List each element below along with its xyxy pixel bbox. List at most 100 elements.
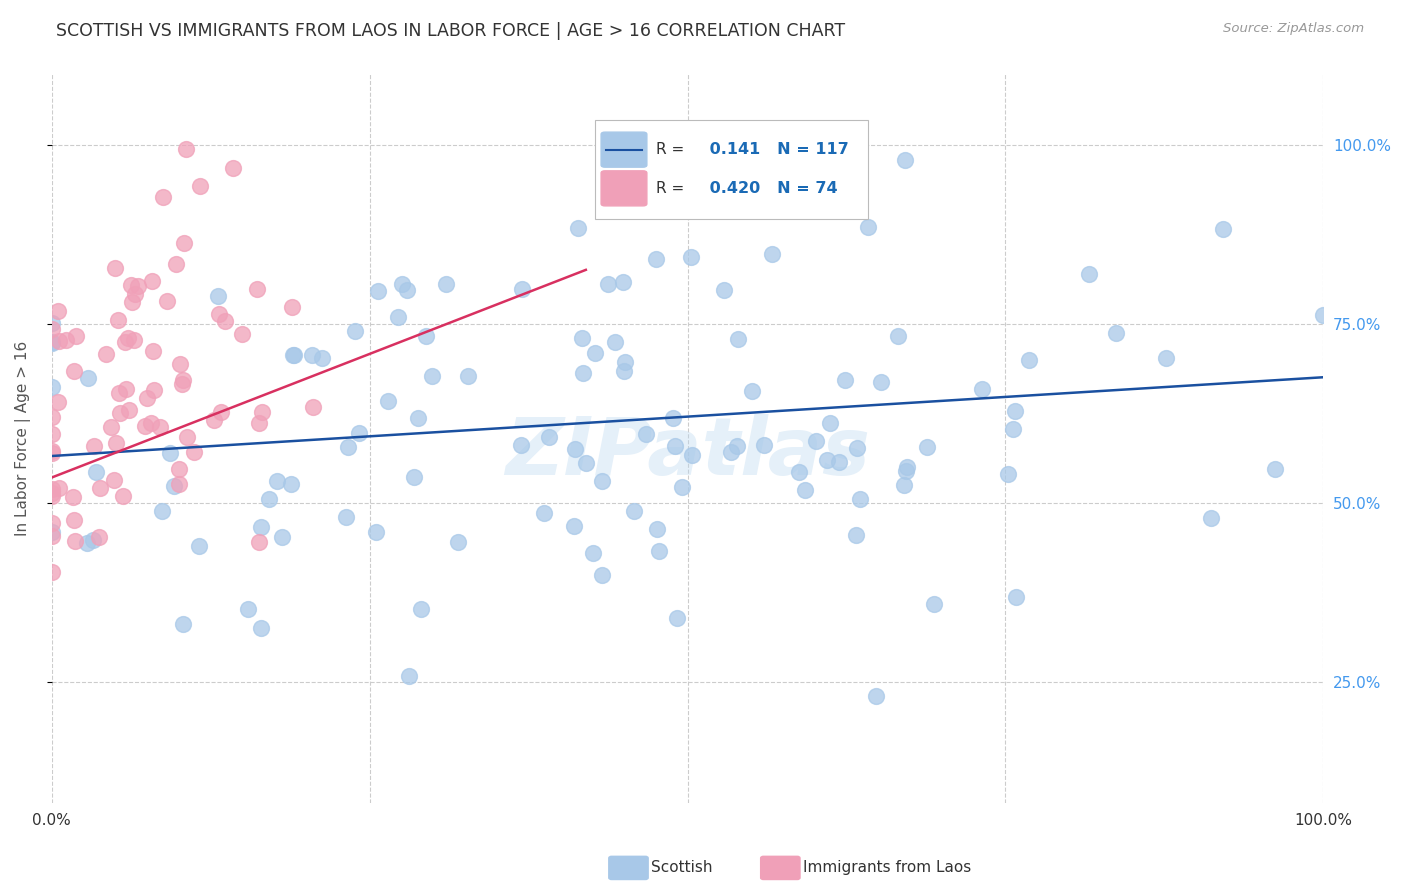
Point bbox=[727, 439, 749, 453]
Point bbox=[1077, 267, 1099, 281]
Point bbox=[41, 335, 63, 350]
FancyBboxPatch shape bbox=[595, 120, 868, 219]
Point bbox=[169, 357, 191, 371]
Text: Source: ZipAtlas.com: Source: ZipAtlas.com bbox=[1223, 22, 1364, 36]
FancyBboxPatch shape bbox=[602, 132, 647, 167]
Point bbox=[41, 446, 63, 460]
Point bbox=[156, 293, 179, 308]
Point bbox=[117, 331, 139, 345]
Text: R =: R = bbox=[655, 181, 685, 196]
Point bbox=[856, 219, 879, 234]
Point bbox=[63, 534, 86, 549]
Point bbox=[302, 400, 325, 414]
Point bbox=[107, 385, 129, 400]
Point bbox=[208, 307, 231, 321]
Point bbox=[665, 611, 688, 625]
Point bbox=[142, 383, 165, 397]
Point bbox=[41, 444, 63, 458]
Point bbox=[114, 334, 136, 349]
Point bbox=[127, 279, 149, 293]
Point bbox=[142, 344, 165, 359]
Text: R =: R = bbox=[655, 142, 685, 157]
Point bbox=[222, 161, 245, 175]
Point bbox=[150, 504, 173, 518]
Point bbox=[761, 247, 783, 261]
Point bbox=[804, 434, 827, 448]
Point bbox=[845, 528, 868, 542]
Point bbox=[134, 418, 156, 433]
Point bbox=[77, 371, 100, 385]
Point bbox=[283, 348, 305, 362]
Point bbox=[82, 533, 104, 547]
Point bbox=[647, 544, 669, 558]
Point bbox=[562, 519, 585, 533]
Point bbox=[827, 455, 849, 469]
Text: ZIPatlas: ZIPatlas bbox=[505, 414, 870, 491]
Point bbox=[46, 304, 69, 318]
Point bbox=[1018, 352, 1040, 367]
Point bbox=[141, 274, 163, 288]
Point bbox=[170, 376, 193, 391]
Point bbox=[415, 329, 437, 343]
Point bbox=[820, 417, 842, 431]
Point bbox=[236, 601, 259, 615]
Point bbox=[564, 442, 586, 456]
Point bbox=[634, 427, 657, 442]
Point bbox=[1212, 221, 1234, 235]
Point bbox=[815, 453, 838, 467]
Point bbox=[509, 437, 531, 451]
Point bbox=[63, 364, 86, 378]
Point bbox=[117, 403, 139, 417]
Text: SCOTTISH VS IMMIGRANTS FROM LAOS IN LABOR FORCE | AGE > 16 CORRELATION CHART: SCOTTISH VS IMMIGRANTS FROM LAOS IN LABO… bbox=[56, 22, 845, 40]
Point bbox=[104, 260, 127, 275]
Point bbox=[100, 420, 122, 434]
Point bbox=[834, 373, 856, 387]
Text: 0.420   N = 74: 0.420 N = 74 bbox=[704, 181, 838, 196]
Point bbox=[404, 470, 426, 484]
Point bbox=[922, 597, 945, 611]
Point bbox=[165, 257, 187, 271]
Point bbox=[1312, 308, 1334, 322]
Point bbox=[188, 179, 211, 194]
Point bbox=[613, 364, 636, 378]
Point bbox=[571, 331, 593, 345]
Point bbox=[917, 440, 939, 454]
Point bbox=[865, 690, 887, 704]
Point bbox=[55, 333, 77, 347]
Point bbox=[136, 391, 159, 405]
Point bbox=[121, 295, 143, 310]
Point bbox=[247, 416, 270, 430]
Point bbox=[41, 380, 63, 394]
Point bbox=[187, 539, 209, 553]
Point bbox=[1199, 510, 1222, 524]
Point bbox=[741, 384, 763, 399]
Point bbox=[886, 329, 908, 343]
Point bbox=[398, 669, 420, 683]
Point bbox=[167, 462, 190, 476]
Point bbox=[752, 438, 775, 452]
Point bbox=[720, 444, 742, 458]
Point bbox=[41, 335, 63, 350]
Point bbox=[512, 282, 534, 296]
Point bbox=[614, 355, 637, 369]
Point bbox=[1264, 462, 1286, 476]
Point bbox=[65, 329, 87, 343]
Point bbox=[671, 480, 693, 494]
Point bbox=[111, 489, 134, 503]
Point bbox=[271, 530, 294, 544]
Point bbox=[159, 446, 181, 460]
Point bbox=[896, 459, 918, 474]
Point bbox=[997, 467, 1019, 481]
Point bbox=[1105, 326, 1128, 340]
Point bbox=[63, 513, 86, 527]
Point bbox=[280, 300, 302, 314]
Point bbox=[173, 235, 195, 250]
Point bbox=[575, 456, 598, 470]
Point bbox=[96, 347, 118, 361]
Point bbox=[538, 429, 561, 443]
Point bbox=[846, 441, 869, 455]
Text: Scottish: Scottish bbox=[651, 861, 713, 875]
Point bbox=[623, 504, 645, 518]
Point bbox=[41, 529, 63, 543]
Point bbox=[1004, 404, 1026, 418]
